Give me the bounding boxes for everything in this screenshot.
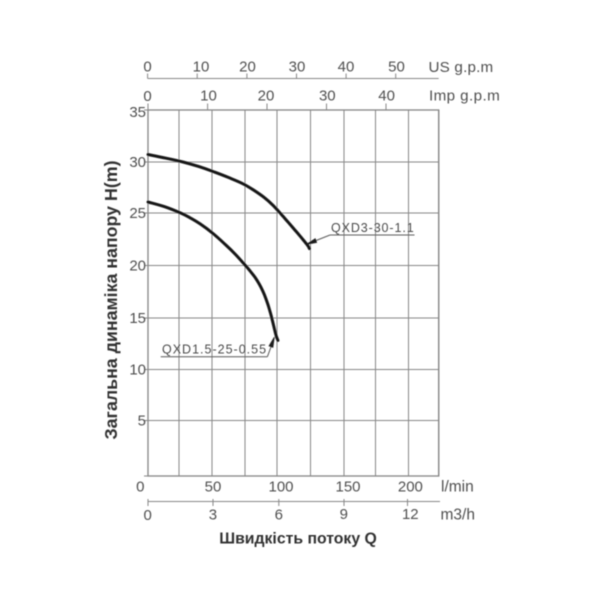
svg-text:Imp g.p.m: Imp g.p.m [429, 88, 500, 105]
svg-text:20: 20 [129, 258, 146, 275]
svg-text:35: 35 [129, 104, 146, 121]
svg-text:0: 0 [143, 88, 151, 105]
svg-text:150: 150 [335, 479, 360, 496]
svg-text:100: 100 [268, 479, 293, 496]
svg-text:30: 30 [289, 59, 306, 76]
svg-text:Швидкість потоку Q: Швидкість потоку Q [219, 531, 377, 548]
svg-text:40: 40 [378, 88, 395, 105]
svg-text:0: 0 [143, 59, 151, 76]
svg-text:m3/h: m3/h [441, 507, 475, 524]
svg-text:10: 10 [200, 88, 217, 105]
svg-text:12: 12 [402, 506, 419, 523]
svg-text:9: 9 [340, 506, 348, 523]
svg-text:3: 3 [209, 507, 217, 524]
svg-text:6: 6 [275, 507, 283, 524]
svg-text:200: 200 [398, 479, 423, 496]
svg-text:QXD3-30-1.1: QXD3-30-1.1 [331, 221, 415, 235]
svg-text:40: 40 [338, 59, 355, 76]
svg-text:30: 30 [129, 154, 146, 171]
svg-text:5: 5 [138, 413, 146, 430]
svg-text:25: 25 [129, 205, 146, 222]
svg-text:30: 30 [319, 88, 336, 105]
svg-text:10: 10 [129, 362, 146, 379]
svg-text:10: 10 [193, 59, 210, 76]
svg-text:l/min: l/min [441, 479, 474, 496]
svg-text:0: 0 [144, 507, 152, 524]
svg-text:0: 0 [136, 479, 144, 496]
svg-text:20: 20 [239, 59, 256, 76]
svg-text:20: 20 [258, 88, 275, 105]
svg-text:QXD1.5-25-0.55: QXD1.5-25-0.55 [162, 342, 267, 356]
svg-text:50: 50 [205, 479, 222, 496]
svg-text:15: 15 [129, 310, 146, 327]
svg-text:US g.p.m: US g.p.m [429, 59, 494, 76]
svg-text:Загальна динаміка напору H(m): Загальна динаміка напору H(m) [101, 160, 121, 439]
svg-text:50: 50 [388, 59, 405, 76]
